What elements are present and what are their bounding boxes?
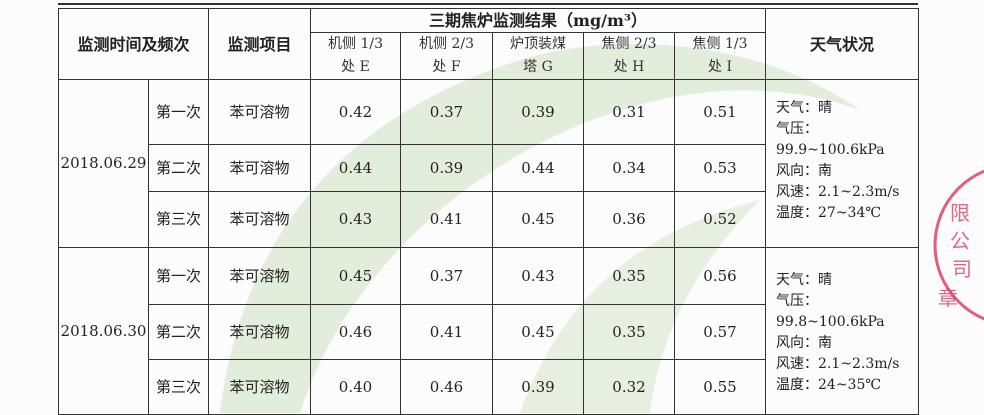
- value-cell: 0.44: [492, 144, 584, 192]
- value-cell: 0.55: [674, 359, 766, 415]
- header-column-line: 机侧 1/3: [328, 36, 383, 52]
- weather-line: 气压：: [776, 121, 818, 137]
- table-row: 第二次 苯可溶物 0.46 0.41 0.45 0.35 0.57: [59, 304, 919, 360]
- header-column-line: 处 H: [613, 59, 645, 75]
- date-cell: 2018.06.30: [58, 247, 149, 415]
- value-cell: 0.37: [400, 247, 493, 305]
- table-row: 2018.06.30 第一次 苯可溶物 0.45 0.37 0.43 0.35 0.56 天气：…: [58, 247, 919, 415]
- header-column-line: 处 I: [708, 59, 732, 75]
- weather-line: 气压：: [776, 293, 818, 309]
- value-cell: 0.52: [674, 191, 766, 248]
- frequency-cell: 第三次: [148, 191, 209, 248]
- weather-line: 风速：2.1~2.3m/s: [776, 356, 900, 372]
- value-cell: 0.41: [400, 191, 493, 248]
- value-cell: 0.44: [310, 144, 401, 192]
- svg-text:公: 公: [950, 229, 970, 253]
- weather-cell: 天气：晴气压： 99.9~100.6kPa 风向：南风速：2.1~2.3m/s 温度：…: [765, 79, 919, 248]
- weather-line: 天气：晴: [776, 100, 832, 116]
- weather-line: 99.8~100.6kPa: [776, 314, 885, 330]
- value-cell: 0.51: [674, 79, 766, 145]
- weather-line: 99.9~100.6kPa: [776, 142, 885, 158]
- value-cell: 0.39: [400, 144, 493, 192]
- frequency-cell: 第二次: [148, 304, 209, 360]
- frequency-cell: 第二次: [148, 144, 209, 192]
- value-cell: 0.46: [400, 359, 493, 415]
- value-cell: 0.35: [583, 247, 675, 305]
- frequency-cell: 第一次: [148, 247, 209, 305]
- header-group-title: 三期焦炉监测结果（mg/m³）: [310, 8, 766, 33]
- header-time-freq: 监测时间及频次: [58, 8, 209, 80]
- table-top-border: [58, 3, 918, 5]
- value-cell: 0.40: [310, 359, 401, 415]
- value-cell: 0.35: [583, 304, 675, 360]
- value-cell: 0.39: [492, 359, 584, 415]
- item-cell: 苯可溶物: [208, 191, 311, 248]
- table-row: 第三次 苯可溶物 0.43 0.41 0.45 0.36 0.52: [59, 191, 919, 248]
- table-row: 2018.06.29 第一次 苯可溶物 0.42 0.37 0.39 0.31 0.51 天气：…: [58, 79, 919, 248]
- value-cell: 0.53: [674, 144, 766, 192]
- frequency-cell: 第一次: [148, 79, 209, 145]
- value-cell: 0.31: [583, 79, 675, 145]
- value-cell: 0.32: [583, 359, 675, 415]
- item-cell: 苯可溶物: [208, 247, 311, 305]
- weather-cell: 天气：晴气压： 99.8~100.6kPa 风向：南风速：2.1~2.3m/s 温度：…: [765, 247, 919, 415]
- header-column-line: 炉顶装煤: [510, 36, 566, 52]
- svg-text:章: 章: [938, 286, 958, 310]
- item-cell: 苯可溶物: [208, 304, 311, 360]
- table-row: 第三次 苯可溶物 0.40 0.46 0.39 0.32 0.55: [59, 359, 919, 415]
- header-column-line: 机侧 2/3: [419, 36, 474, 52]
- header-column-line: 焦侧 2/3: [601, 36, 657, 52]
- value-cell: 0.46: [310, 304, 401, 360]
- value-cell: 0.39: [492, 79, 584, 145]
- header-column-line: 处 E: [341, 59, 370, 75]
- date-cell: 2018.06.29: [58, 79, 149, 248]
- header-column: 焦侧 2/3 处 H: [583, 32, 675, 80]
- weather-line: 天气：晴: [776, 272, 832, 288]
- weather-line: 温度：27~34℃: [776, 205, 882, 221]
- value-cell: 0.43: [492, 247, 584, 305]
- weather-line: 风向：南: [776, 335, 832, 351]
- svg-text:限: 限: [950, 201, 970, 225]
- header-column: 机侧 1/3 处 E: [310, 32, 401, 80]
- header-column: 机侧 2/3 处 F: [400, 32, 493, 80]
- header-column-line: 焦侧 1/3: [692, 36, 748, 52]
- header-column: 炉顶装煤塔 G: [492, 32, 584, 80]
- header-column: 焦侧 1/3 处 I: [674, 32, 766, 80]
- header-column-line: 塔 G: [523, 59, 553, 75]
- weather-line: 风向：南: [776, 163, 832, 179]
- weather-line: 温度：24~35℃: [776, 377, 882, 393]
- value-cell: 0.43: [310, 191, 401, 248]
- svg-text:司: 司: [952, 257, 972, 281]
- header-weather: 天气状况: [765, 8, 919, 80]
- value-cell: 0.36: [583, 191, 675, 248]
- value-cell: 0.57: [674, 304, 766, 360]
- value-cell: 0.34: [583, 144, 675, 192]
- header-column-line: 处 F: [432, 59, 461, 75]
- frequency-cell: 第三次: [148, 359, 209, 415]
- monitoring-table: 监测时间及频次 监测项目 三期焦炉监测结果（mg/m³） 天气状况 机侧 1/3…: [58, 8, 919, 415]
- weather-line: 风速：2.1~2.3m/s: [776, 184, 900, 200]
- table-row: 第二次 苯可溶物 0.44 0.39 0.44 0.34 0.53: [59, 144, 919, 192]
- value-cell: 0.42: [310, 79, 401, 145]
- value-cell: 0.41: [400, 304, 493, 360]
- value-cell: 0.56: [674, 247, 766, 305]
- value-cell: 0.37: [400, 79, 493, 145]
- item-cell: 苯可溶物: [208, 144, 311, 192]
- item-cell: 苯可溶物: [208, 359, 311, 415]
- header-item: 监测项目: [208, 8, 311, 80]
- company-stamp: 限 公 司 章: [933, 169, 984, 321]
- value-cell: 0.45: [492, 191, 584, 248]
- item-cell: 苯可溶物: [208, 79, 311, 145]
- value-cell: 0.45: [310, 247, 401, 305]
- value-cell: 0.45: [492, 304, 584, 360]
